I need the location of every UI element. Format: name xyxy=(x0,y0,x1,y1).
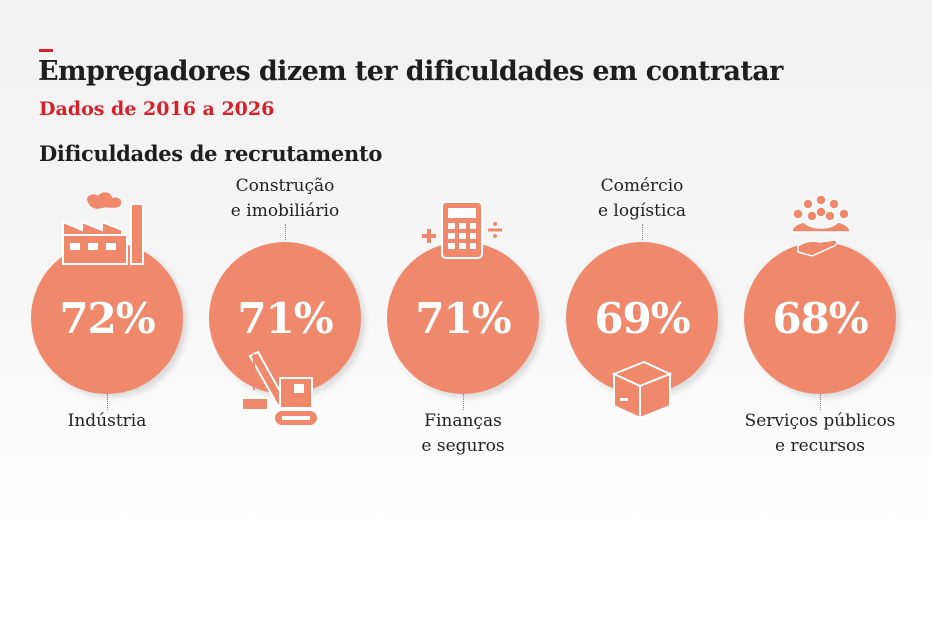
bubble-financas: 71% xyxy=(387,242,539,394)
factory-icon xyxy=(62,192,144,265)
bubble-construcao: 71% xyxy=(209,242,361,394)
calculator-icon xyxy=(422,201,502,259)
value-label: 72% xyxy=(59,293,155,343)
bubble-industria: 72% xyxy=(31,242,183,394)
bubble-servicos: 68% xyxy=(744,242,896,394)
accent-bar xyxy=(39,49,53,52)
connector xyxy=(820,394,821,410)
people-hand-icon xyxy=(791,194,851,257)
box-icon xyxy=(611,360,673,420)
page-subtitle: Dados de 2016 a 2026 xyxy=(39,98,275,120)
value-label: 68% xyxy=(772,293,868,343)
label-comercio: Comércio e logística xyxy=(597,176,687,221)
connector xyxy=(642,224,643,240)
page-title: Empregadores dizem ter dificuldades em c… xyxy=(38,56,783,87)
value-label: 71% xyxy=(237,293,333,343)
value-label: 71% xyxy=(415,293,511,343)
value-label: 69% xyxy=(594,293,690,343)
label-construcao: Construção e imobiliário xyxy=(230,176,340,221)
label-financas: Finanças e seguros xyxy=(421,411,505,456)
connector xyxy=(107,394,108,410)
label-servicos: Serviços públicos e recursos xyxy=(744,411,896,456)
connector xyxy=(463,394,464,410)
crane-icon xyxy=(241,350,319,427)
label-industria: Indústria xyxy=(67,411,147,431)
connector xyxy=(285,224,286,240)
section-title: Dificuldades de recrutamento xyxy=(39,141,383,166)
